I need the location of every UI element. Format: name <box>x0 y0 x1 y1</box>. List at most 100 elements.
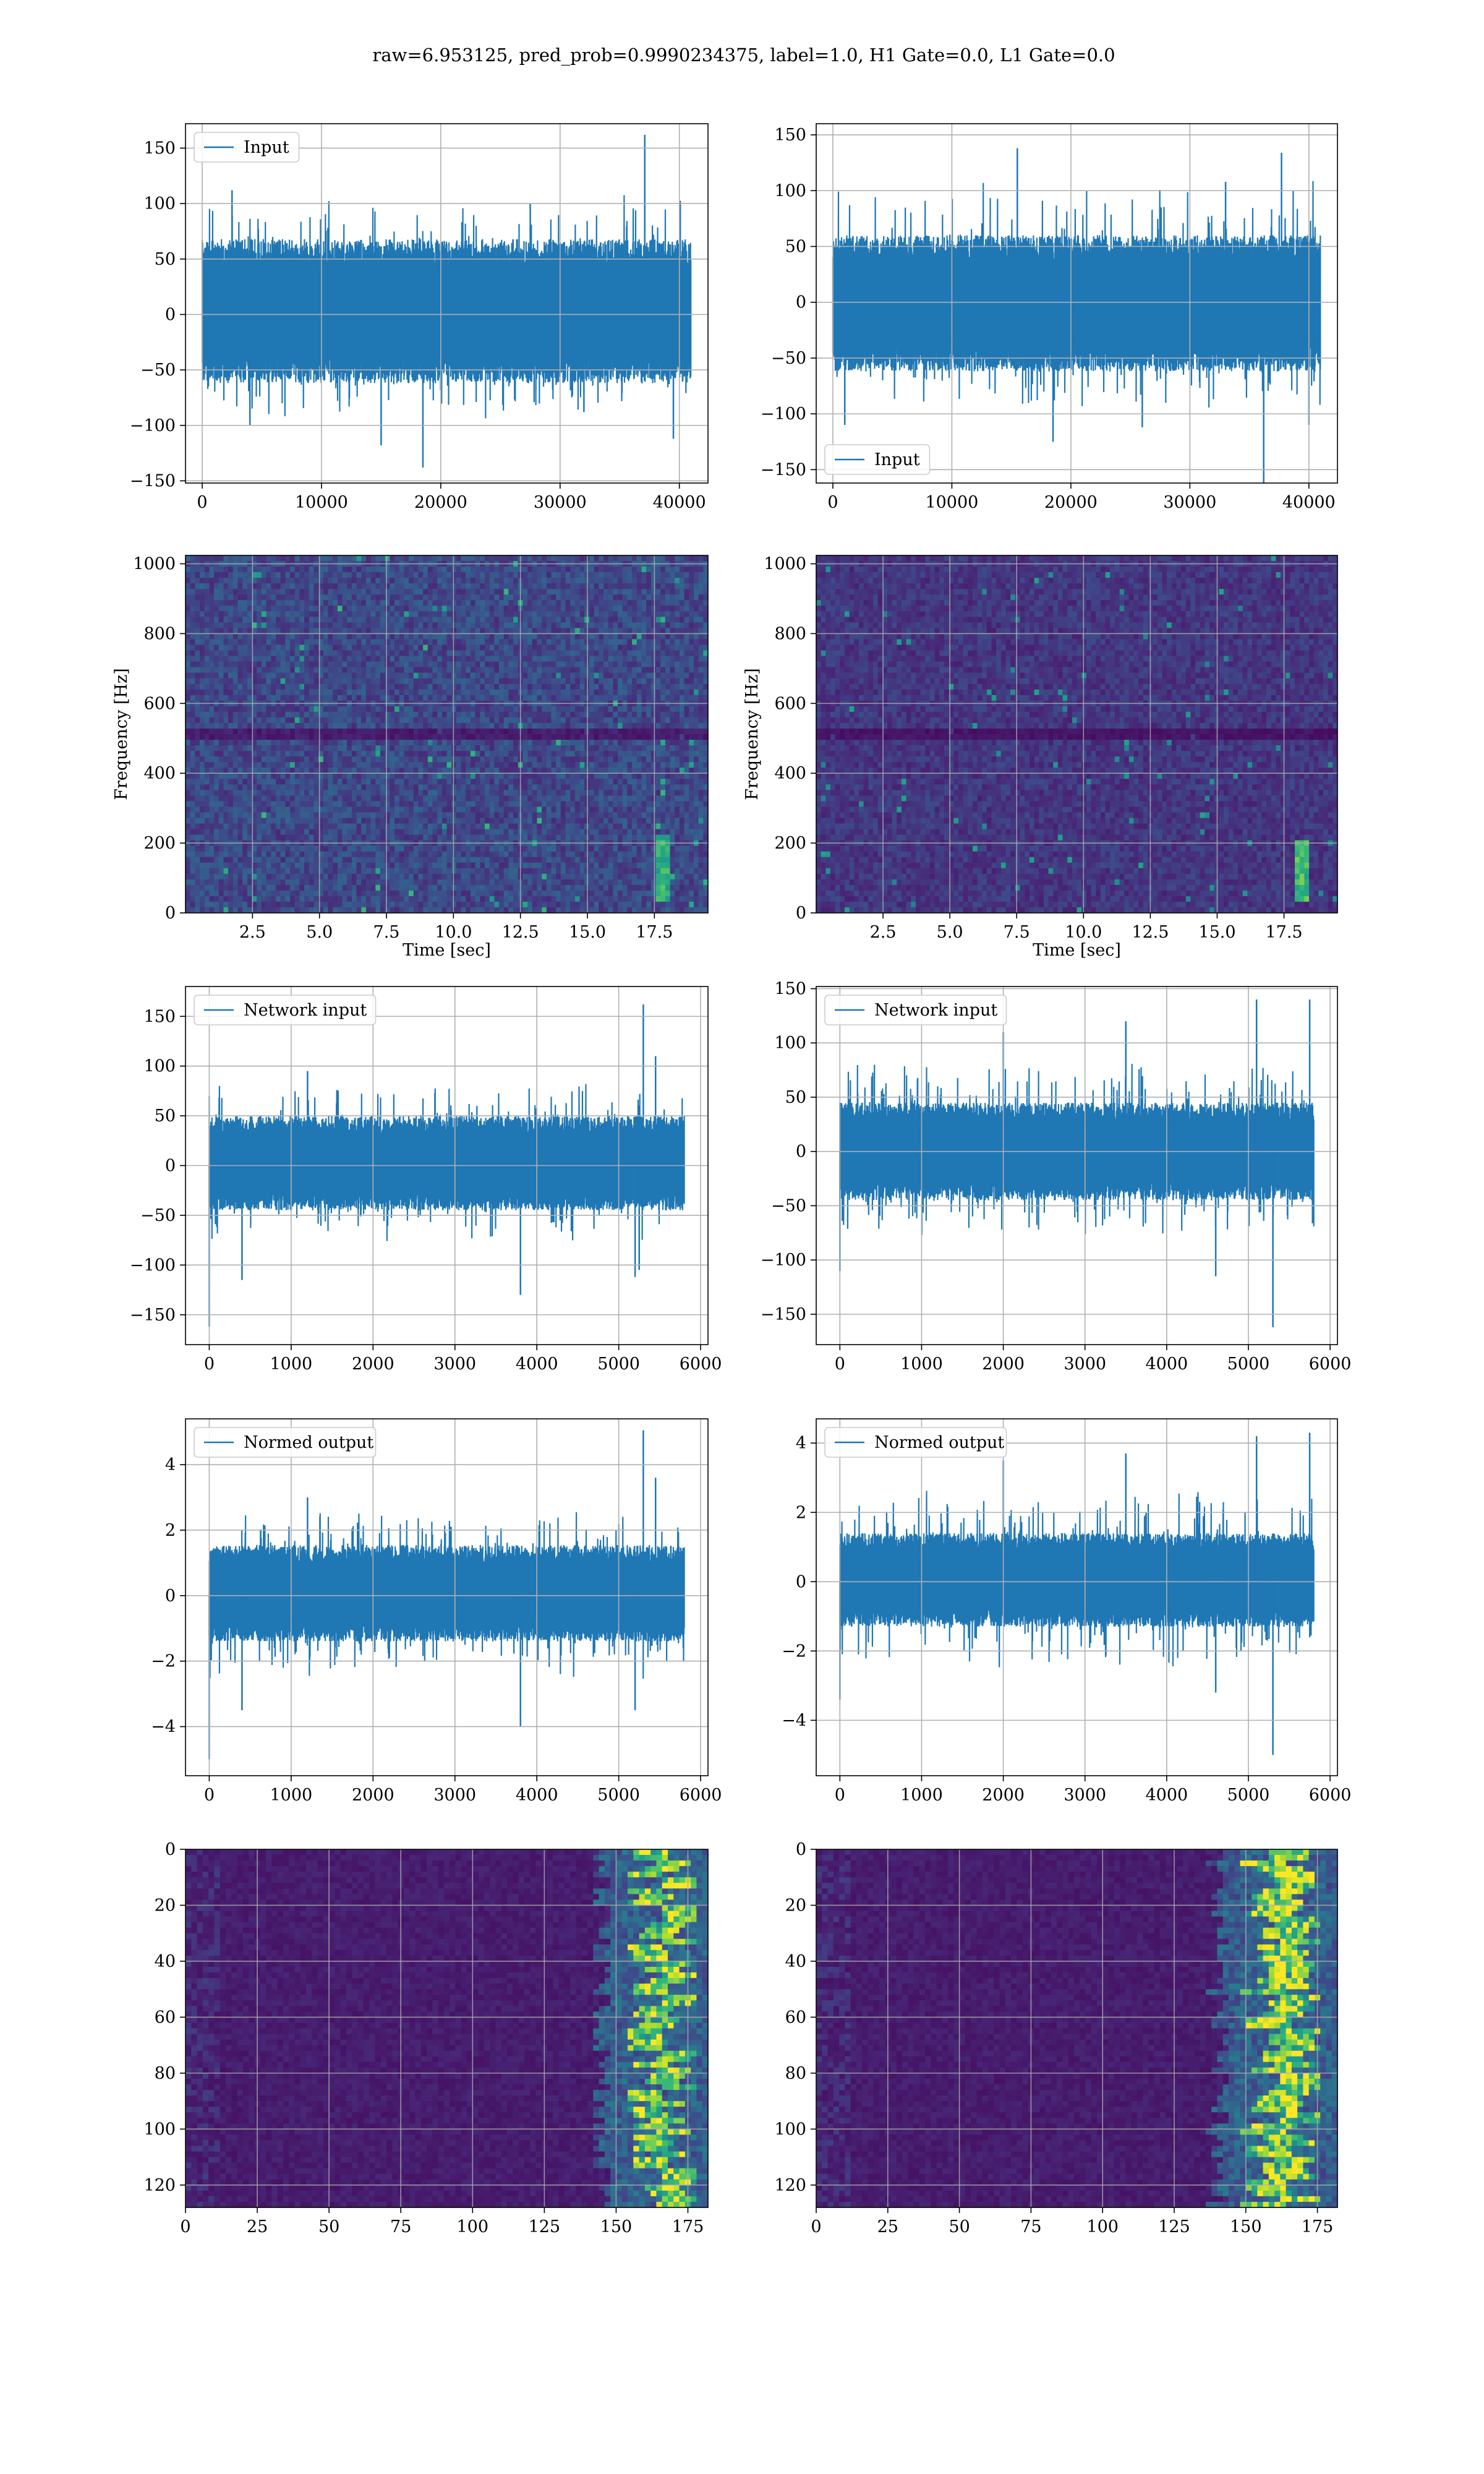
heat-cell <box>247 672 253 679</box>
heat-cell <box>684 784 689 790</box>
heat-cell <box>385 689 390 696</box>
heat-cell <box>370 594 376 601</box>
heat-cell <box>356 728 362 735</box>
heat-cell <box>537 762 542 768</box>
heat-cell <box>461 745 466 751</box>
heat-cell <box>418 689 424 696</box>
heat-cell <box>257 689 262 696</box>
heat-cell <box>356 617 362 623</box>
heat-cell <box>503 795 509 802</box>
heat-cell <box>437 790 443 796</box>
heat-cell <box>636 773 642 779</box>
heat-cell <box>237 617 243 623</box>
x-tick-label: 0 <box>827 493 838 512</box>
heat-cell <box>370 762 376 768</box>
heat-cell <box>375 555 381 562</box>
heat-cell <box>404 706 409 713</box>
heat-cell <box>190 628 195 635</box>
heat-cell <box>665 578 671 584</box>
heat-cell <box>413 795 419 802</box>
heat-cell <box>361 773 367 779</box>
heat-cell <box>200 572 205 578</box>
heat-cell <box>665 768 671 774</box>
heat-cell <box>632 578 638 584</box>
heat-cell <box>565 728 571 735</box>
heat-cell <box>513 617 519 623</box>
heat-cell <box>351 734 357 740</box>
heat-cell <box>418 706 424 713</box>
heat-cell <box>423 751 429 757</box>
heat-cell <box>494 617 500 623</box>
heat-cell <box>370 589 376 595</box>
heat-cell <box>456 628 462 635</box>
heat-cell <box>513 567 519 573</box>
heat-cell <box>499 722 505 729</box>
heat-cell <box>304 617 310 623</box>
heat-cell <box>290 672 296 679</box>
heat-cell <box>466 756 471 763</box>
heat-cell <box>247 622 253 629</box>
heat-cell <box>361 622 367 629</box>
heat-cell <box>570 751 576 757</box>
heat-cell <box>380 628 386 635</box>
heat-cell <box>200 628 205 635</box>
heat-cell <box>214 717 220 724</box>
heat-cell <box>446 795 452 802</box>
heat-cell <box>499 594 505 601</box>
heat-cell <box>385 711 390 718</box>
heat-cell <box>313 734 319 740</box>
heat-cell <box>404 734 409 740</box>
heat-cell <box>618 600 623 606</box>
heat-cell <box>632 689 638 696</box>
heat-cell <box>532 661 538 668</box>
heat-cell <box>214 779 220 785</box>
heat-cell <box>404 711 409 718</box>
heat-cell <box>252 578 257 584</box>
heat-cell <box>280 667 286 674</box>
heat-cell <box>446 628 452 635</box>
heat-cell <box>285 740 291 746</box>
heat-cell <box>641 661 647 668</box>
heat-cell <box>546 567 552 573</box>
heat-cell <box>641 779 647 785</box>
heat-cell <box>489 790 495 796</box>
heat-cell <box>271 689 276 696</box>
heat-cell <box>186 656 191 662</box>
heat-cell <box>650 661 657 668</box>
heat-cell <box>399 572 404 578</box>
heat-cell <box>323 628 329 635</box>
heat-cell <box>480 734 485 740</box>
heat-cell <box>660 644 666 651</box>
heat-cell <box>328 589 333 595</box>
heat-cell <box>404 790 409 796</box>
heat-cell <box>570 594 576 601</box>
heat-cell <box>347 756 352 763</box>
heat-cell <box>252 762 257 768</box>
heat-cell <box>313 695 319 701</box>
heat-cell <box>574 633 581 640</box>
heat-cell <box>323 756 329 763</box>
heat-cell <box>589 751 595 757</box>
heat-cell <box>232 751 239 757</box>
heat-cell <box>641 589 647 595</box>
heat-cell <box>560 589 566 595</box>
heat-cell <box>565 751 571 757</box>
heat-cell <box>689 784 694 790</box>
heat-cell <box>190 734 195 740</box>
heat-cell <box>370 683 376 690</box>
heat-cell <box>484 617 490 623</box>
heat-cell <box>318 600 324 606</box>
heat-cell <box>356 756 362 763</box>
heat-cell <box>333 795 338 802</box>
heat-cell <box>337 578 343 584</box>
heat-cell <box>679 751 685 757</box>
heat-cell <box>271 572 276 578</box>
heat-cell <box>551 594 556 601</box>
heat-cell <box>200 672 205 679</box>
heat-cell <box>632 611 638 617</box>
heat-cell <box>679 740 685 746</box>
heat-cell <box>214 611 220 617</box>
heat-cell <box>323 656 329 662</box>
heat-cell <box>527 650 533 657</box>
heat-cell <box>689 745 694 751</box>
